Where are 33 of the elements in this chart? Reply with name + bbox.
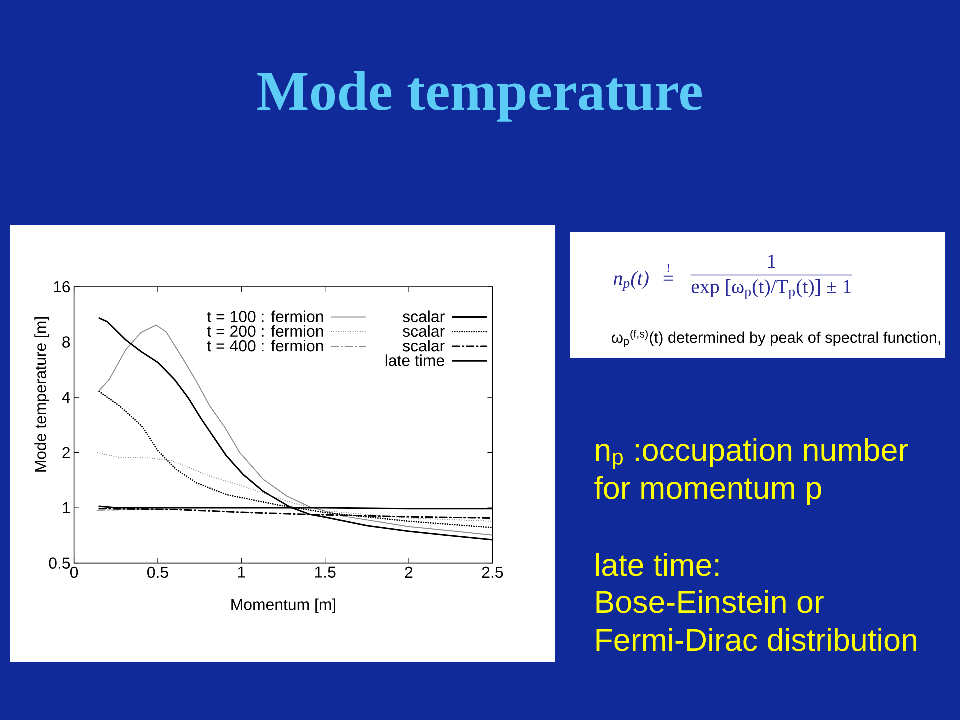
text: Bose-Einstein or <box>596 590 824 614</box>
legend-label: t = 400 : fermion <box>207 340 324 352</box>
chart-title: Mode temperature <box>258 71 702 122</box>
x-tick-label: 0 <box>70 566 78 578</box>
text: Fermi-Dirac distribution <box>596 628 916 652</box>
y-axis-title: Mode temperature [m] <box>34 318 50 472</box>
legend-label: t = 100 : fermion <box>207 310 324 322</box>
text: ω$_{p}$$^{(f,s)}$(t) determined by peak of spectral function, <box>612 330 940 348</box>
legend-label: t = 200 : fermion <box>207 325 324 338</box>
x-axis-title: Momentum [m] <box>232 598 336 614</box>
legend-label: late time <box>386 354 444 366</box>
y-tick-label: 0.5 <box>49 558 70 569</box>
x-tick-label: 2 <box>405 566 413 578</box>
text: n$_{p}$ :occupation number <box>596 438 908 470</box>
x-tick-label: 2.5 <box>482 566 504 578</box>
text: = <box>664 276 674 281</box>
y-tick-label: 2 <box>62 447 70 458</box>
x-tick-label: 1 <box>238 566 246 578</box>
text: 1 <box>768 254 776 268</box>
x-tick-label: 1.5 <box>315 566 336 578</box>
text: exp [ω$_{p}$(t)/T$_{p}$(t)] ± 1 <box>692 279 852 300</box>
legend-label: scalar <box>403 340 445 352</box>
legend-label: scalar <box>403 325 445 338</box>
text: for momentum p <box>594 476 822 506</box>
x-tick-label: 0.5 <box>148 566 168 578</box>
text: ! <box>668 264 670 272</box>
y-tick-label: 1 <box>63 502 70 514</box>
y-tick-label: 16 <box>54 281 70 293</box>
text: late time: <box>596 553 719 576</box>
text: n$_{p}$(t) <box>614 271 649 292</box>
legend-label: scalar <box>403 310 445 322</box>
y-tick-label: 4 <box>62 392 70 403</box>
y-tick-label: 8 <box>62 336 70 348</box>
